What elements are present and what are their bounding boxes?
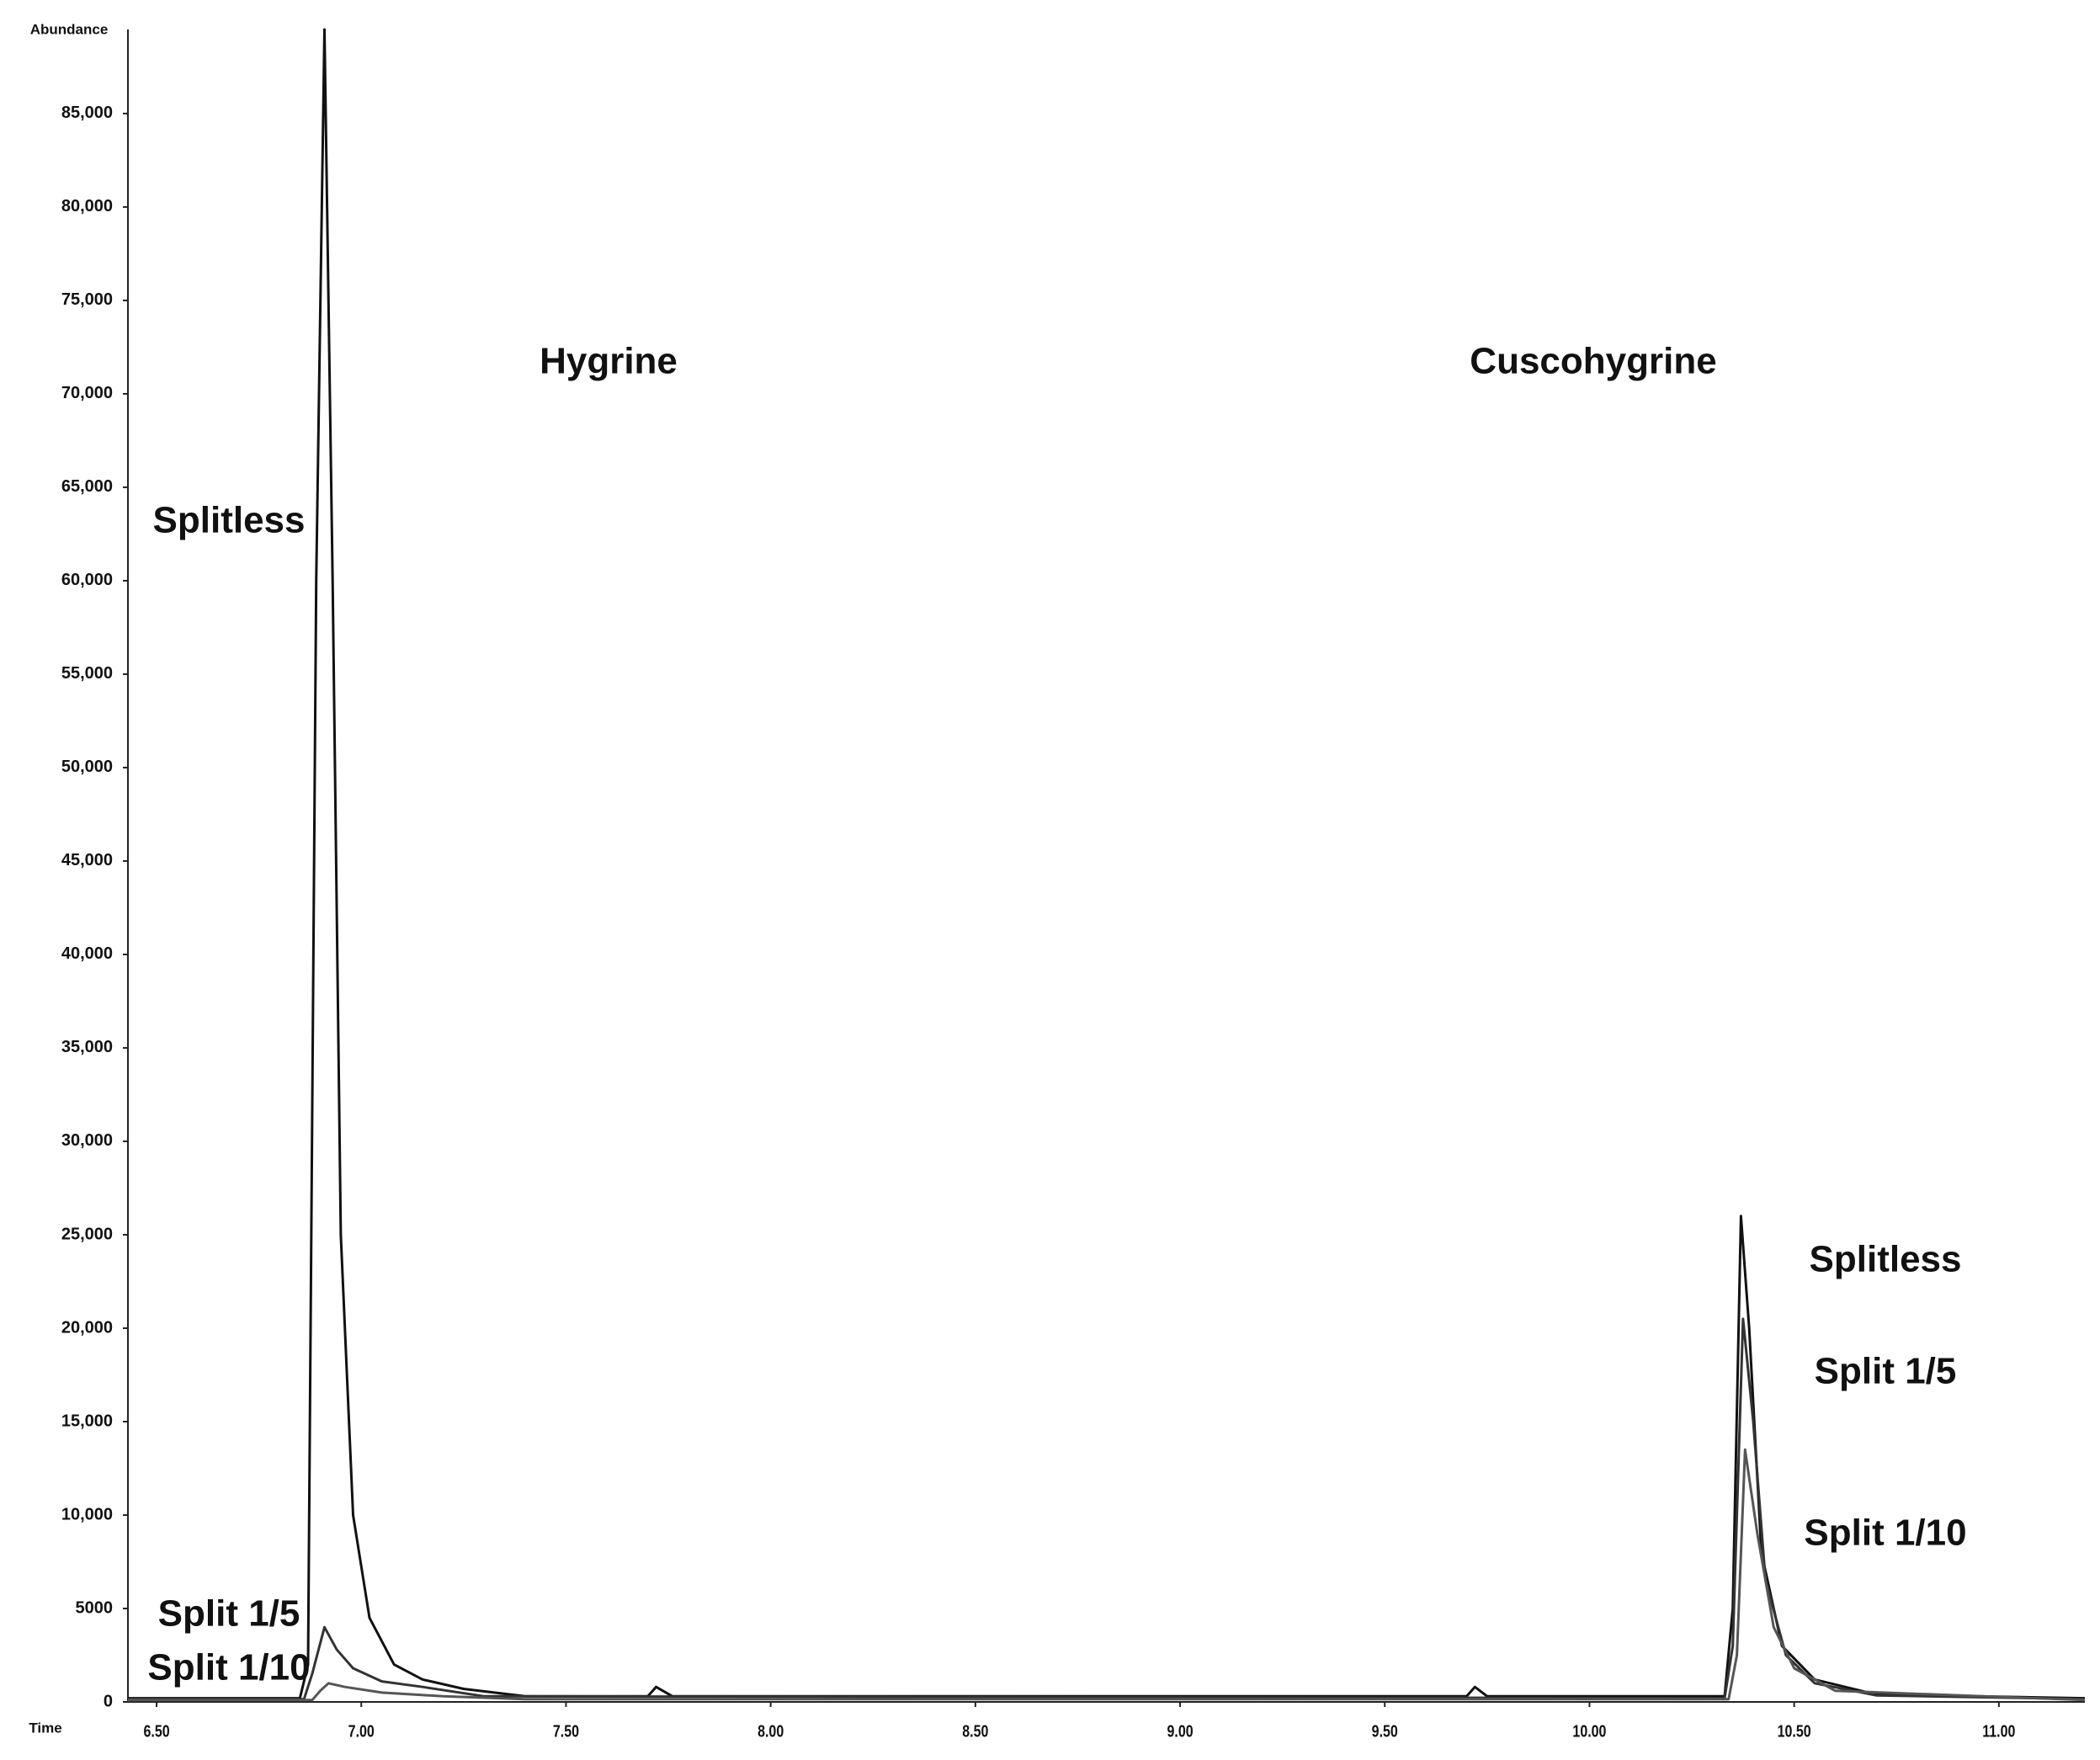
y-tick-label: 0 xyxy=(104,1692,113,1710)
y-tick-label: 30,000 xyxy=(61,1131,113,1150)
y-tick-label: 5000 xyxy=(76,1598,114,1617)
y-tick-label: 70,000 xyxy=(61,384,113,402)
y-tick-label: 25,000 xyxy=(61,1225,113,1243)
y-tick-label: 55,000 xyxy=(61,664,113,683)
y-tick-label: 75,000 xyxy=(61,290,113,309)
y-tick-label: 85,000 xyxy=(61,104,113,122)
series-line xyxy=(128,1448,2086,1702)
y-tick-label: 45,000 xyxy=(61,851,113,869)
series-label: Split 1/10 xyxy=(1804,1513,1966,1554)
annotation: Splitless xyxy=(153,500,306,541)
series-line xyxy=(128,1317,2086,1701)
x-axis-title: Time xyxy=(29,1720,61,1736)
series-line xyxy=(128,28,2086,1700)
series-label: Splitless xyxy=(1810,1239,1962,1280)
annotation: Hygrine xyxy=(540,341,678,382)
x-tick-label: 8.00 xyxy=(758,1722,784,1741)
x-tick-label: 10.00 xyxy=(1572,1722,1606,1741)
y-tick-label: 40,000 xyxy=(61,944,113,963)
x-tick-label: 7.50 xyxy=(553,1722,579,1741)
annotation: Split 1/10 xyxy=(147,1647,310,1688)
x-tick-label: 8.50 xyxy=(962,1722,988,1741)
annotation: Cuscohygrine xyxy=(1470,341,1716,382)
x-tick-label: 9.00 xyxy=(1167,1722,1193,1741)
y-axis-title: Abundance xyxy=(30,21,109,37)
y-tick-label: 80,000 xyxy=(61,197,113,215)
y-tick-label: 65,000 xyxy=(61,477,113,496)
x-tick-label: 9.50 xyxy=(1372,1722,1398,1741)
y-tick-label: 10,000 xyxy=(61,1505,113,1523)
y-tick-label: 60,000 xyxy=(61,571,113,589)
annotation: Split 1/5 xyxy=(158,1593,300,1635)
y-tick-label: 50,000 xyxy=(61,758,113,776)
series-label: Split 1/5 xyxy=(1815,1351,1957,1392)
x-tick-label: 6.50 xyxy=(143,1722,169,1741)
x-tick-label: 7.00 xyxy=(348,1722,375,1741)
x-tick-label: 11.00 xyxy=(1982,1722,2015,1741)
x-tick-label: 10.50 xyxy=(1778,1722,1811,1741)
y-tick-label: 35,000 xyxy=(61,1038,113,1056)
y-tick-label: 20,000 xyxy=(61,1318,113,1337)
y-tick-label: 15,000 xyxy=(61,1412,113,1430)
